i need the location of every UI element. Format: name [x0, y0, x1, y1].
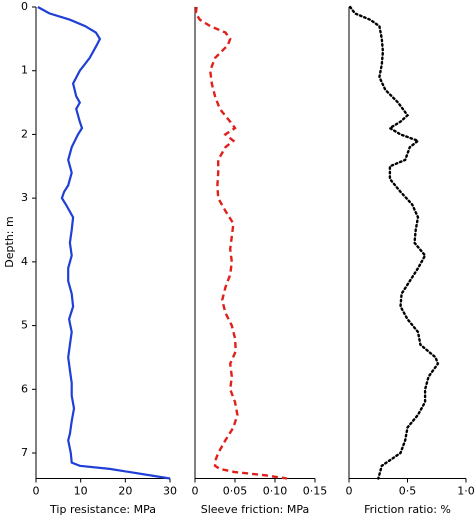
x-tick-label: 0 — [33, 485, 40, 498]
y-tick-label: 3 — [21, 191, 28, 204]
x-axis-label: Tip resistance: MPa — [49, 503, 156, 516]
y-tick-label: 2 — [21, 127, 28, 140]
y-tick-label: 4 — [21, 255, 28, 268]
y-tick-label: 7 — [21, 446, 28, 459]
y-tick-label: 0 — [21, 0, 28, 13]
data-line — [194, 6, 288, 480]
x-tick-label: 0·15 — [303, 485, 328, 498]
x-axis-label: Sleeve friction: MPa — [201, 503, 310, 516]
y-tick-label: 5 — [21, 319, 28, 332]
y-tick-label: 1 — [21, 64, 28, 77]
x-tick-label: 0 — [346, 485, 353, 498]
x-tick-label: 1·0 — [457, 485, 474, 498]
x-tick-label: 0·5 — [399, 485, 417, 498]
data-line — [349, 5, 440, 480]
x-tick-label: 30 — [163, 485, 177, 498]
y-tick-label: 6 — [21, 382, 28, 395]
x-tick-label: 0 — [192, 485, 199, 498]
x-axis-label: Friction ratio: % — [364, 503, 451, 516]
x-tick-label: 20 — [118, 485, 132, 498]
x-tick-label: 10 — [74, 485, 88, 498]
x-tick-label: 0·05 — [223, 485, 248, 498]
data-line — [37, 6, 171, 480]
y-axis-label: Depth: m — [3, 216, 16, 267]
x-tick-label: 0·10 — [263, 485, 288, 498]
